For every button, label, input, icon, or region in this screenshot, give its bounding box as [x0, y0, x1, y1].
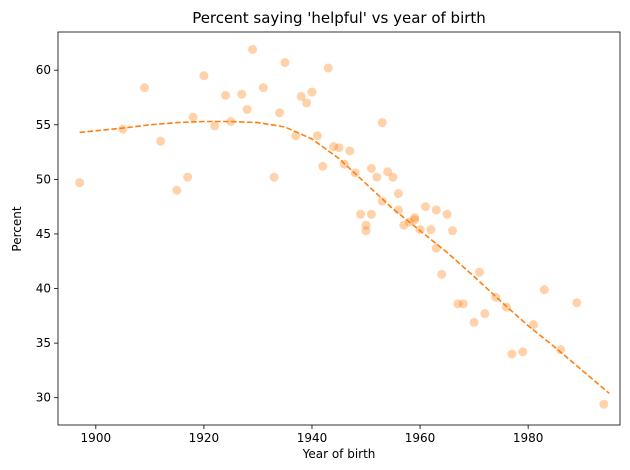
data-point: [377, 118, 387, 128]
data-point: [437, 269, 447, 279]
data-point: [280, 58, 290, 68]
data-point: [518, 347, 528, 357]
data-point: [399, 220, 409, 230]
y-tick-label: 55: [36, 118, 51, 132]
data-point: [480, 309, 490, 319]
data-point: [248, 44, 258, 54]
data-point: [296, 91, 306, 101]
chart-title: Percent saying 'helpful' vs year of birt…: [192, 9, 486, 27]
data-point: [269, 172, 279, 182]
x-tick-label: 1920: [189, 431, 220, 445]
data-point: [361, 220, 371, 230]
data-point: [226, 117, 236, 127]
y-tick-label: 45: [36, 227, 51, 241]
data-point: [442, 209, 452, 219]
x-tick-label: 1940: [297, 431, 328, 445]
y-tick-label: 40: [36, 282, 51, 296]
data-point: [199, 71, 209, 81]
data-point: [242, 105, 252, 115]
data-point: [475, 267, 484, 277]
data-point: [431, 205, 441, 215]
data-point: [275, 108, 285, 118]
y-tick-label: 60: [36, 63, 51, 77]
data-point: [323, 63, 333, 73]
data-point: [410, 215, 420, 225]
data-point: [210, 121, 220, 131]
data-point: [318, 161, 328, 171]
data-point: [599, 399, 609, 409]
data-point: [507, 349, 517, 359]
y-axis-label: Percent: [10, 206, 24, 251]
data-point: [302, 98, 312, 108]
data-point: [431, 243, 441, 253]
data-point: [372, 172, 382, 182]
data-point: [529, 320, 539, 330]
y-tick-label: 50: [36, 172, 51, 186]
data-point: [420, 202, 430, 212]
data-point: [312, 131, 322, 141]
data-point: [366, 163, 376, 173]
x-axis-label: Year of birth: [302, 447, 376, 461]
data-point: [183, 172, 193, 182]
data-point: [383, 167, 393, 177]
data-point: [366, 209, 376, 219]
x-tick-label: 1960: [405, 431, 436, 445]
data-point: [307, 87, 317, 97]
data-point: [572, 298, 582, 308]
data-point: [334, 143, 344, 153]
y-tick-label: 35: [36, 336, 51, 350]
data-point: [258, 83, 268, 93]
data-point: [356, 209, 366, 219]
data-point: [345, 146, 355, 156]
data-point: [556, 345, 566, 355]
data-point: [172, 185, 182, 195]
data-point: [377, 196, 387, 206]
data-point: [237, 89, 247, 99]
data-point: [453, 299, 463, 309]
data-point: [469, 317, 479, 327]
data-point: [139, 83, 149, 93]
x-tick-label: 1900: [81, 431, 112, 445]
data-point: [156, 136, 166, 146]
data-point: [75, 178, 85, 188]
data-point: [221, 90, 231, 100]
axes: 1900 1920 1940 1960 1980 30 35 40 45 50 55 60: [36, 31, 621, 445]
data-point: [361, 226, 371, 236]
plot-frame: [57, 31, 621, 426]
data-point: [447, 226, 457, 236]
trend-line: [79, 120, 610, 394]
data-point: [188, 112, 198, 122]
data-point: [458, 299, 468, 309]
data-point: [410, 213, 420, 223]
x-tick-label: 1980: [513, 431, 544, 445]
data-point: [539, 285, 549, 295]
data-point: [118, 124, 128, 134]
y-tick-label: 30: [36, 391, 51, 405]
data-point: [388, 172, 398, 182]
data-point: [426, 225, 436, 235]
plot-area: [75, 44, 610, 409]
data-point: [329, 142, 339, 152]
data-point: [393, 189, 403, 199]
